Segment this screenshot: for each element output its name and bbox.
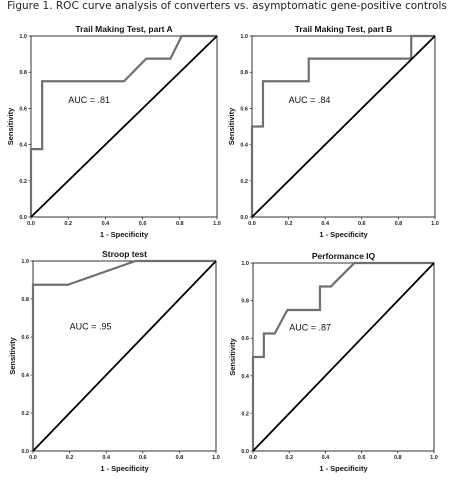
y-tick-label: 0.0 <box>241 449 249 455</box>
roc-curve <box>250 34 435 217</box>
y-tick-label: 0.4 <box>240 143 249 149</box>
auc-annotation: AUC = .81 <box>68 95 110 105</box>
y-tick-label: 0.8 <box>240 70 248 76</box>
y-tick-label: 0.6 <box>241 336 249 342</box>
x-tick-label: 0.2 <box>66 455 74 461</box>
roc-panel-1: Trail Making Test, part A 0.0 0.2 0.4 0.6 0.8… <box>6 24 221 239</box>
roc-panel-4: Performance IQ 0.0 0.2 0.4 0.6 0.8 1.0 0.0 0.2 0.… <box>228 251 438 473</box>
roc-panel-2: Trail Making Test, part B 0.0 0.2 0.4 0.6 0.8… <box>227 24 439 239</box>
x-axis-label: 1 - Specificity <box>100 464 149 473</box>
y-tick-label: 0.6 <box>19 106 27 112</box>
y-tick-label: 0.2 <box>240 179 248 185</box>
x-tick-label: 0.0 <box>27 221 35 227</box>
x-tick-label: 1.0 <box>430 455 438 461</box>
y-tick-label: 0.2 <box>241 411 249 417</box>
y-tick-label: 1.0 <box>240 34 248 40</box>
x-axis-label: 1 - Specificity <box>100 230 149 239</box>
x-tick-label: 0.4 <box>322 455 331 461</box>
x-tick-label: 1.0 <box>431 221 439 227</box>
x-tick-label: 0.8 <box>176 455 184 461</box>
x-tick-label: 0.4 <box>102 221 111 227</box>
x-tick-label: 0.2 <box>285 455 293 461</box>
roc-curve <box>251 261 434 451</box>
y-tick-label: 0.0 <box>240 215 248 221</box>
x-tick-label: 0.8 <box>394 455 402 461</box>
x-tick-label: 1.0 <box>212 455 220 461</box>
x-tick-label: 0.6 <box>358 455 366 461</box>
x-axis-label: 1 - Specificity <box>319 230 368 239</box>
y-tick-label: 0.2 <box>21 411 29 417</box>
roc-curve <box>31 259 216 451</box>
y-tick-label: 0.8 <box>19 70 27 76</box>
y-axis-label: Sensitivity <box>8 336 17 374</box>
panel-title: Trail Making Test, part B <box>295 24 393 34</box>
auc-annotation: AUC = .84 <box>289 95 331 105</box>
y-tick-label: 1.0 <box>19 34 27 40</box>
x-tick-label: 0.2 <box>285 221 293 227</box>
x-tick-label: 0.6 <box>139 221 147 227</box>
x-tick-label: 0.8 <box>176 221 184 227</box>
x-tick-label: 1.0 <box>213 221 221 227</box>
x-tick-label: 0.6 <box>139 455 147 461</box>
x-tick-label: 0.0 <box>29 455 37 461</box>
y-tick-label: 0.6 <box>240 106 248 112</box>
auc-annotation: AUC = .87 <box>289 323 331 333</box>
x-tick-label: 0.8 <box>395 221 403 227</box>
panel-title: Stroop test <box>102 249 147 259</box>
x-axis-label: 1 - Specificity <box>319 464 368 473</box>
y-tick-label: 1.0 <box>21 259 29 265</box>
x-tick-label: 0.0 <box>248 221 256 227</box>
panel-title: Trail Making Test, part A <box>75 24 172 34</box>
x-tick-label: 0.2 <box>64 221 72 227</box>
y-tick-label: 0.8 <box>241 299 249 305</box>
y-tick-label: 0.0 <box>19 215 27 221</box>
y-tick-label: 0.6 <box>21 335 29 341</box>
y-tick-label: 1.0 <box>241 261 249 267</box>
x-tick-label: 0.4 <box>321 221 330 227</box>
figure-title: Figure 1. ROC curve analysis of converte… <box>7 0 447 12</box>
x-tick-label: 0.6 <box>358 221 366 227</box>
x-tick-label: 0.0 <box>249 455 257 461</box>
auc-annotation: AUC = .95 <box>70 321 112 331</box>
reference-diagonal <box>32 260 217 452</box>
x-tick-label: 0.4 <box>102 455 111 461</box>
y-tick-label: 0.0 <box>21 449 29 455</box>
reference-diagonal <box>251 35 436 218</box>
roc-panel-3: Stroop test 0.0 0.2 0.4 0.6 0.8 1.0 0.0 0.2 0.4 0.… <box>8 249 220 473</box>
y-axis-label: Sensitivity <box>227 107 236 145</box>
y-tick-label: 0.8 <box>21 297 29 303</box>
y-axis-label: Sensitivity <box>6 107 15 145</box>
y-tick-label: 0.2 <box>19 179 27 185</box>
y-axis-label: Sensitivity <box>228 337 237 375</box>
y-tick-label: 0.4 <box>241 374 250 380</box>
panel-title: Performance IQ <box>312 251 376 261</box>
reference-diagonal <box>30 35 218 218</box>
roc-curve <box>29 34 217 217</box>
y-tick-label: 0.4 <box>21 373 30 379</box>
reference-diagonal <box>252 262 435 452</box>
y-tick-label: 0.4 <box>19 143 28 149</box>
